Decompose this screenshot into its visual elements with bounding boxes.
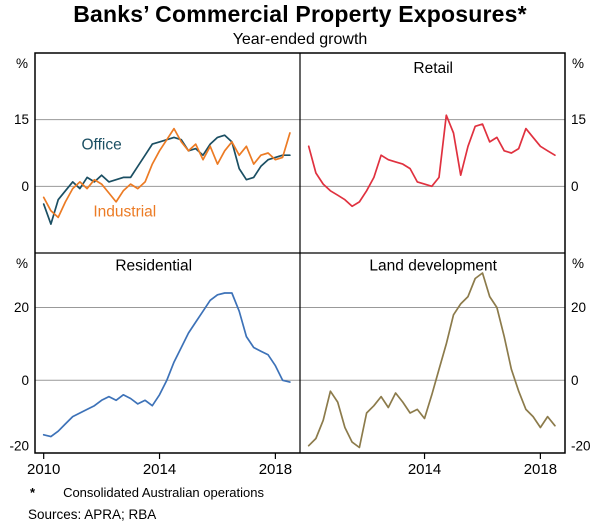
footnote-text: Consolidated Australian operations [63, 485, 264, 500]
series-retail [307, 114, 556, 208]
x-tick-label: 2010 [27, 461, 60, 478]
panel-retail: 15 0 Retail [300, 60, 586, 208]
unit-label: % [16, 256, 28, 271]
x-tick-label: 2018 [259, 461, 292, 478]
series-residential [42, 292, 291, 438]
chart-canvas: 15 0 Office Industrial 15 0 Retail 20 0 -20 Reside… [9, 52, 591, 478]
chart-area: 15 0 Office Industrial 15 0 Retail 20 0 -20 Reside… [0, 48, 600, 478]
unit-label: % [16, 56, 28, 71]
y-tick-label: -20 [9, 439, 29, 454]
y-tick-label: 15 [571, 112, 586, 127]
annotation-land-development: Land development [369, 258, 497, 275]
unit-label: % [572, 56, 584, 71]
footnote: * Consolidated Australian operations [30, 485, 590, 500]
chart-title: Banks’ Commercial Property Exposures* [73, 1, 527, 27]
panel-office-industrial: 15 0 Office Industrial [14, 112, 300, 225]
sources-line: Sources: APRA; RBA [28, 507, 157, 522]
annotation-industrial: Industrial [93, 204, 156, 221]
series-industrial [42, 127, 291, 219]
series-land-development [307, 272, 556, 449]
y-tick-label: 20 [14, 300, 29, 315]
y-tick-label: 15 [14, 112, 29, 127]
annotation-retail: Retail [413, 60, 453, 77]
x-tick-label: 2014 [143, 461, 176, 478]
y-tick-label: 0 [571, 179, 579, 194]
x-tick-label: 2018 [524, 461, 557, 478]
y-tick-label: 0 [571, 373, 579, 388]
panel-residential: 20 0 -20 Residential 2010 2014 2018 [9, 258, 300, 478]
annotation-office: Office [81, 136, 121, 153]
chart-subtitle: Year-ended growth [232, 31, 368, 48]
y-tick-label: 20 [571, 300, 586, 315]
x-tick-label: 2014 [408, 461, 441, 478]
y-tick-label: 0 [21, 179, 29, 194]
y-tick-label: 0 [21, 373, 29, 388]
annotation-residential: Residential [115, 258, 192, 275]
panel-land-development: 20 0 -20 Land development 2014 2018 [300, 258, 591, 478]
unit-label: % [572, 256, 584, 271]
footnote-marker: * [30, 485, 36, 500]
y-tick-label: -20 [571, 439, 591, 454]
